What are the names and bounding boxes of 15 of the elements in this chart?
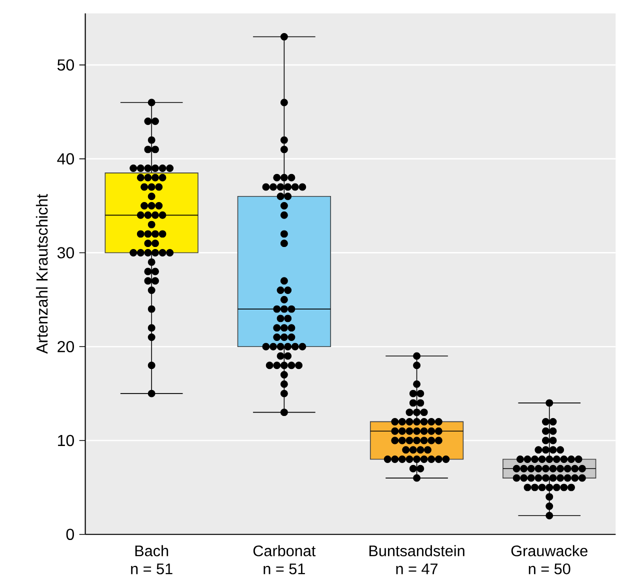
y-tick-label: 50	[57, 59, 74, 70]
x-tick-label: Grauwacke	[511, 544, 588, 556]
text: n = 51	[131, 563, 172, 574]
x-tick-label: Carbonat	[253, 544, 316, 556]
y-tick-label: 0	[66, 528, 74, 540]
text: n = 51	[264, 563, 305, 574]
x-tick-label: Bach	[135, 544, 168, 556]
x-tick-label: Buntsandstein	[369, 544, 464, 556]
y-axis-title: Artenzahl Krautschicht	[36, 194, 48, 354]
text: n = 50	[528, 563, 570, 574]
y-tick-label: 30	[57, 246, 74, 258]
y-tick-label: 40	[57, 153, 74, 164]
text: n = 47	[396, 563, 438, 574]
y-tick-label: 20	[58, 340, 74, 352]
y-tick-label: 10	[58, 434, 74, 446]
